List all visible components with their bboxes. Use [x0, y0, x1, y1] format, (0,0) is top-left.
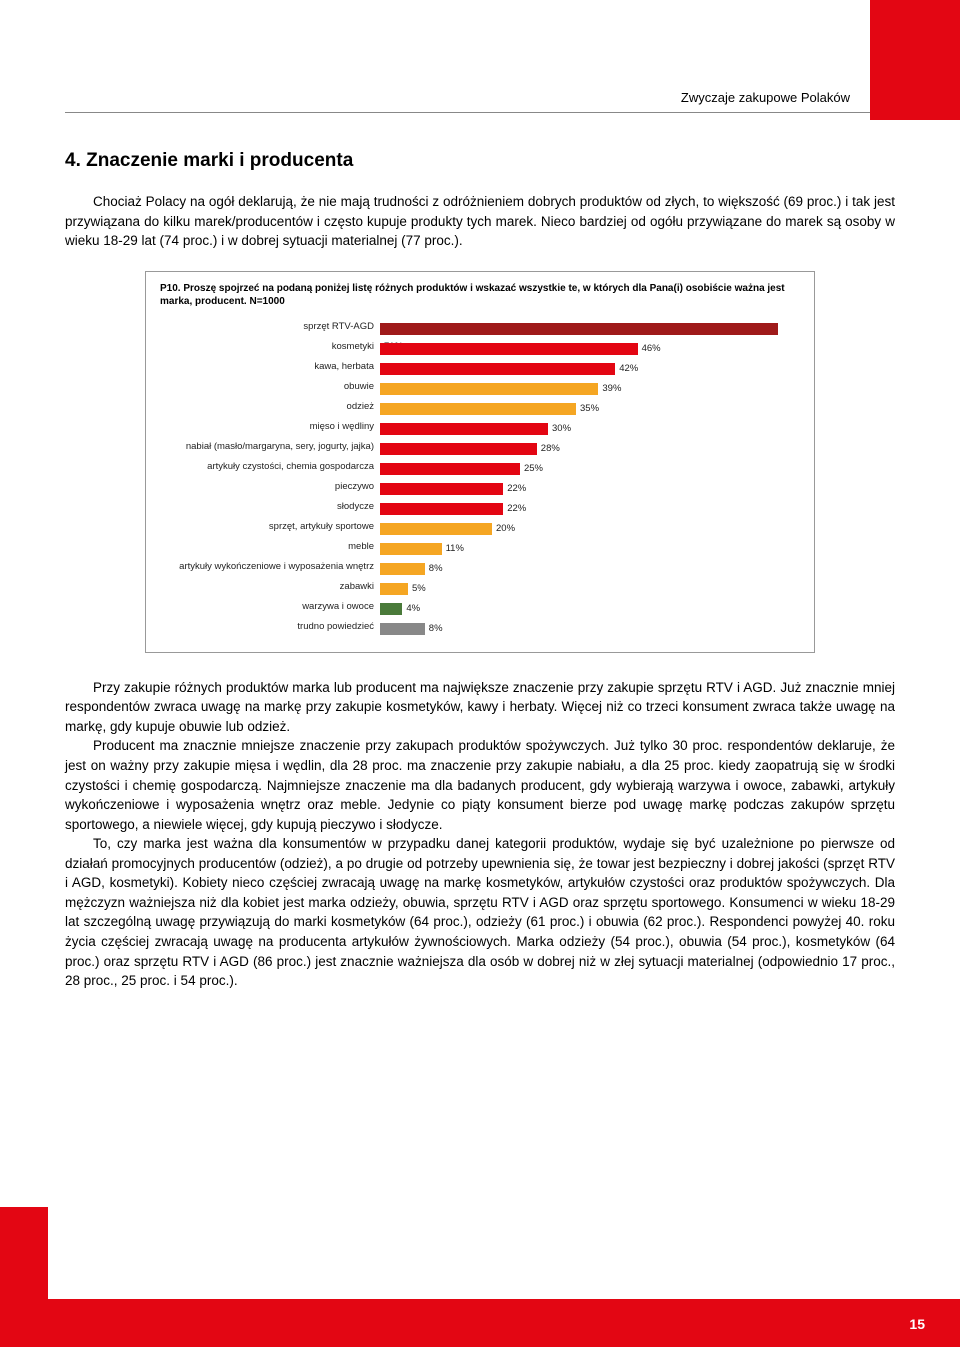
chart-row: nabiał (masło/margaryna, sery, jogurty, …: [160, 438, 800, 455]
chart-value: 8%: [429, 623, 443, 634]
chart-bar-area: 22%: [380, 500, 800, 512]
chart-bar-area: 42%: [380, 360, 800, 372]
chart-label: artykuły wykończeniowe i wyposażenia wnę…: [160, 561, 380, 572]
chart-label: sprzęt RTV-AGD: [160, 321, 380, 332]
chart-bar: [380, 403, 576, 415]
chart-row: słodycze 22%: [160, 498, 800, 515]
chart-row: obuwie 39%: [160, 378, 800, 395]
page-number: 15: [909, 1316, 925, 1332]
chart-rows: sprzęt RTV-AGD71%kosmetyki46%kawa, herba…: [160, 318, 800, 635]
chart-value: 30%: [552, 423, 571, 434]
chart-label: odzież: [160, 401, 380, 412]
chart-row: sprzęt, artykuły sportowe 20%: [160, 518, 800, 535]
chart-bar-area: 5%: [380, 580, 800, 592]
chart-bar: [380, 503, 503, 515]
chart-bar: [380, 383, 598, 395]
chart-bar-area: 30%: [380, 420, 800, 432]
chart-label: nabiał (masło/margaryna, sery, jogurty, …: [160, 441, 380, 452]
section-heading: 4. Znaczenie marki i producenta: [65, 150, 895, 172]
footer-sidebar: [0, 1207, 48, 1347]
chart-bar: [380, 343, 638, 355]
chart-container: P10. Proszę spojrzeć na podaną poniżej l…: [145, 271, 815, 653]
chart-value: 22%: [507, 483, 526, 494]
chart-label: warzywa i owoce: [160, 601, 380, 612]
chart-label: trudno powiedzieć: [160, 621, 380, 632]
chart-bar-area: 22%: [380, 480, 800, 492]
chart-row: mięso i wędliny 30%: [160, 418, 800, 435]
body-paragraph-1: Przy zakupie różnych produktów marka lub…: [65, 678, 895, 737]
chart-bar-area: 8%: [380, 620, 800, 632]
chart-value: 8%: [429, 563, 443, 574]
chart-bar-area: 39%: [380, 380, 800, 392]
header-divider: [65, 112, 870, 113]
chart-bar: [380, 563, 425, 575]
running-header: Zwyczaje zakupowe Polaków: [681, 90, 850, 105]
footer-bar: [48, 1299, 960, 1347]
chart-bar-area: 20%: [380, 520, 800, 532]
chart-row: meble 11%: [160, 538, 800, 555]
chart-label: artykuły czystości, chemia gospodarcza: [160, 461, 380, 472]
corner-accent: [870, 0, 960, 120]
chart-bar-area: 25%: [380, 460, 800, 472]
chart-bar: [380, 603, 402, 615]
chart-value: 28%: [541, 443, 560, 454]
body-paragraph-2: Producent ma znacznie mniejsze znaczenie…: [65, 736, 895, 834]
chart-value: 46%: [642, 343, 661, 354]
chart-label: słodycze: [160, 501, 380, 512]
chart-label: pieczywo: [160, 481, 380, 492]
chart-row: artykuły wykończeniowe i wyposażenia wnę…: [160, 558, 800, 575]
chart-value: 20%: [496, 523, 515, 534]
chart-row: kawa, herbata 42%: [160, 358, 800, 375]
body-paragraph-3: To, czy marka jest ważna dla konsumentów…: [65, 834, 895, 991]
chart-bar: [380, 323, 778, 335]
chart-bar: [380, 523, 492, 535]
chart-row: pieczywo 22%: [160, 478, 800, 495]
chart-value: 25%: [524, 463, 543, 474]
chart-bar-area: 46%: [380, 340, 800, 352]
chart-label: kosmetyki: [160, 341, 380, 352]
chart-bar: [380, 423, 548, 435]
chart-bar: [380, 543, 442, 555]
chart-row: trudno powiedzieć 8%: [160, 618, 800, 635]
chart-label: zabawki: [160, 581, 380, 592]
chart-label: kawa, herbata: [160, 361, 380, 372]
chart-label: sprzęt, artykuły sportowe: [160, 521, 380, 532]
chart-bar-area: 28%: [380, 440, 800, 452]
intro-paragraph: Chociaż Polacy na ogół deklarują, że nie…: [65, 192, 895, 251]
chart-label: obuwie: [160, 381, 380, 392]
chart-bar: [380, 483, 503, 495]
chart-bar: [380, 443, 537, 455]
chart-value: 22%: [507, 503, 526, 514]
content-area: 4. Znaczenie marki i producenta Chociaż …: [65, 150, 895, 991]
chart-value: 42%: [619, 363, 638, 374]
chart-bar: [380, 623, 425, 635]
chart-value: 5%: [412, 583, 426, 594]
chart-bar-area: 4%: [380, 600, 800, 612]
chart-value: 39%: [602, 383, 621, 394]
chart-row: sprzęt RTV-AGD71%: [160, 318, 800, 335]
chart-value: 4%: [406, 603, 420, 614]
chart-row: odzież 35%: [160, 398, 800, 415]
chart-row: kosmetyki 46%: [160, 338, 800, 355]
chart-bar: [380, 583, 408, 595]
chart-row: zabawki 5%: [160, 578, 800, 595]
chart-bar-area: 8%: [380, 560, 800, 572]
chart-bar: [380, 463, 520, 475]
chart-bar-area: 71%: [380, 320, 800, 332]
chart-label: mięso i wędliny: [160, 421, 380, 432]
chart-row: artykuły czystości, chemia gospodarcza 25…: [160, 458, 800, 475]
chart-bar-area: 35%: [380, 400, 800, 412]
chart-value: 11%: [446, 543, 464, 554]
chart-bar-area: 11%: [380, 540, 800, 552]
chart-value: 35%: [580, 403, 599, 414]
chart-bar: [380, 363, 615, 375]
chart-label: meble: [160, 541, 380, 552]
chart-title: P10. Proszę spojrzeć na podaną poniżej l…: [160, 282, 800, 308]
chart-row: warzywa i owoce 4%: [160, 598, 800, 615]
